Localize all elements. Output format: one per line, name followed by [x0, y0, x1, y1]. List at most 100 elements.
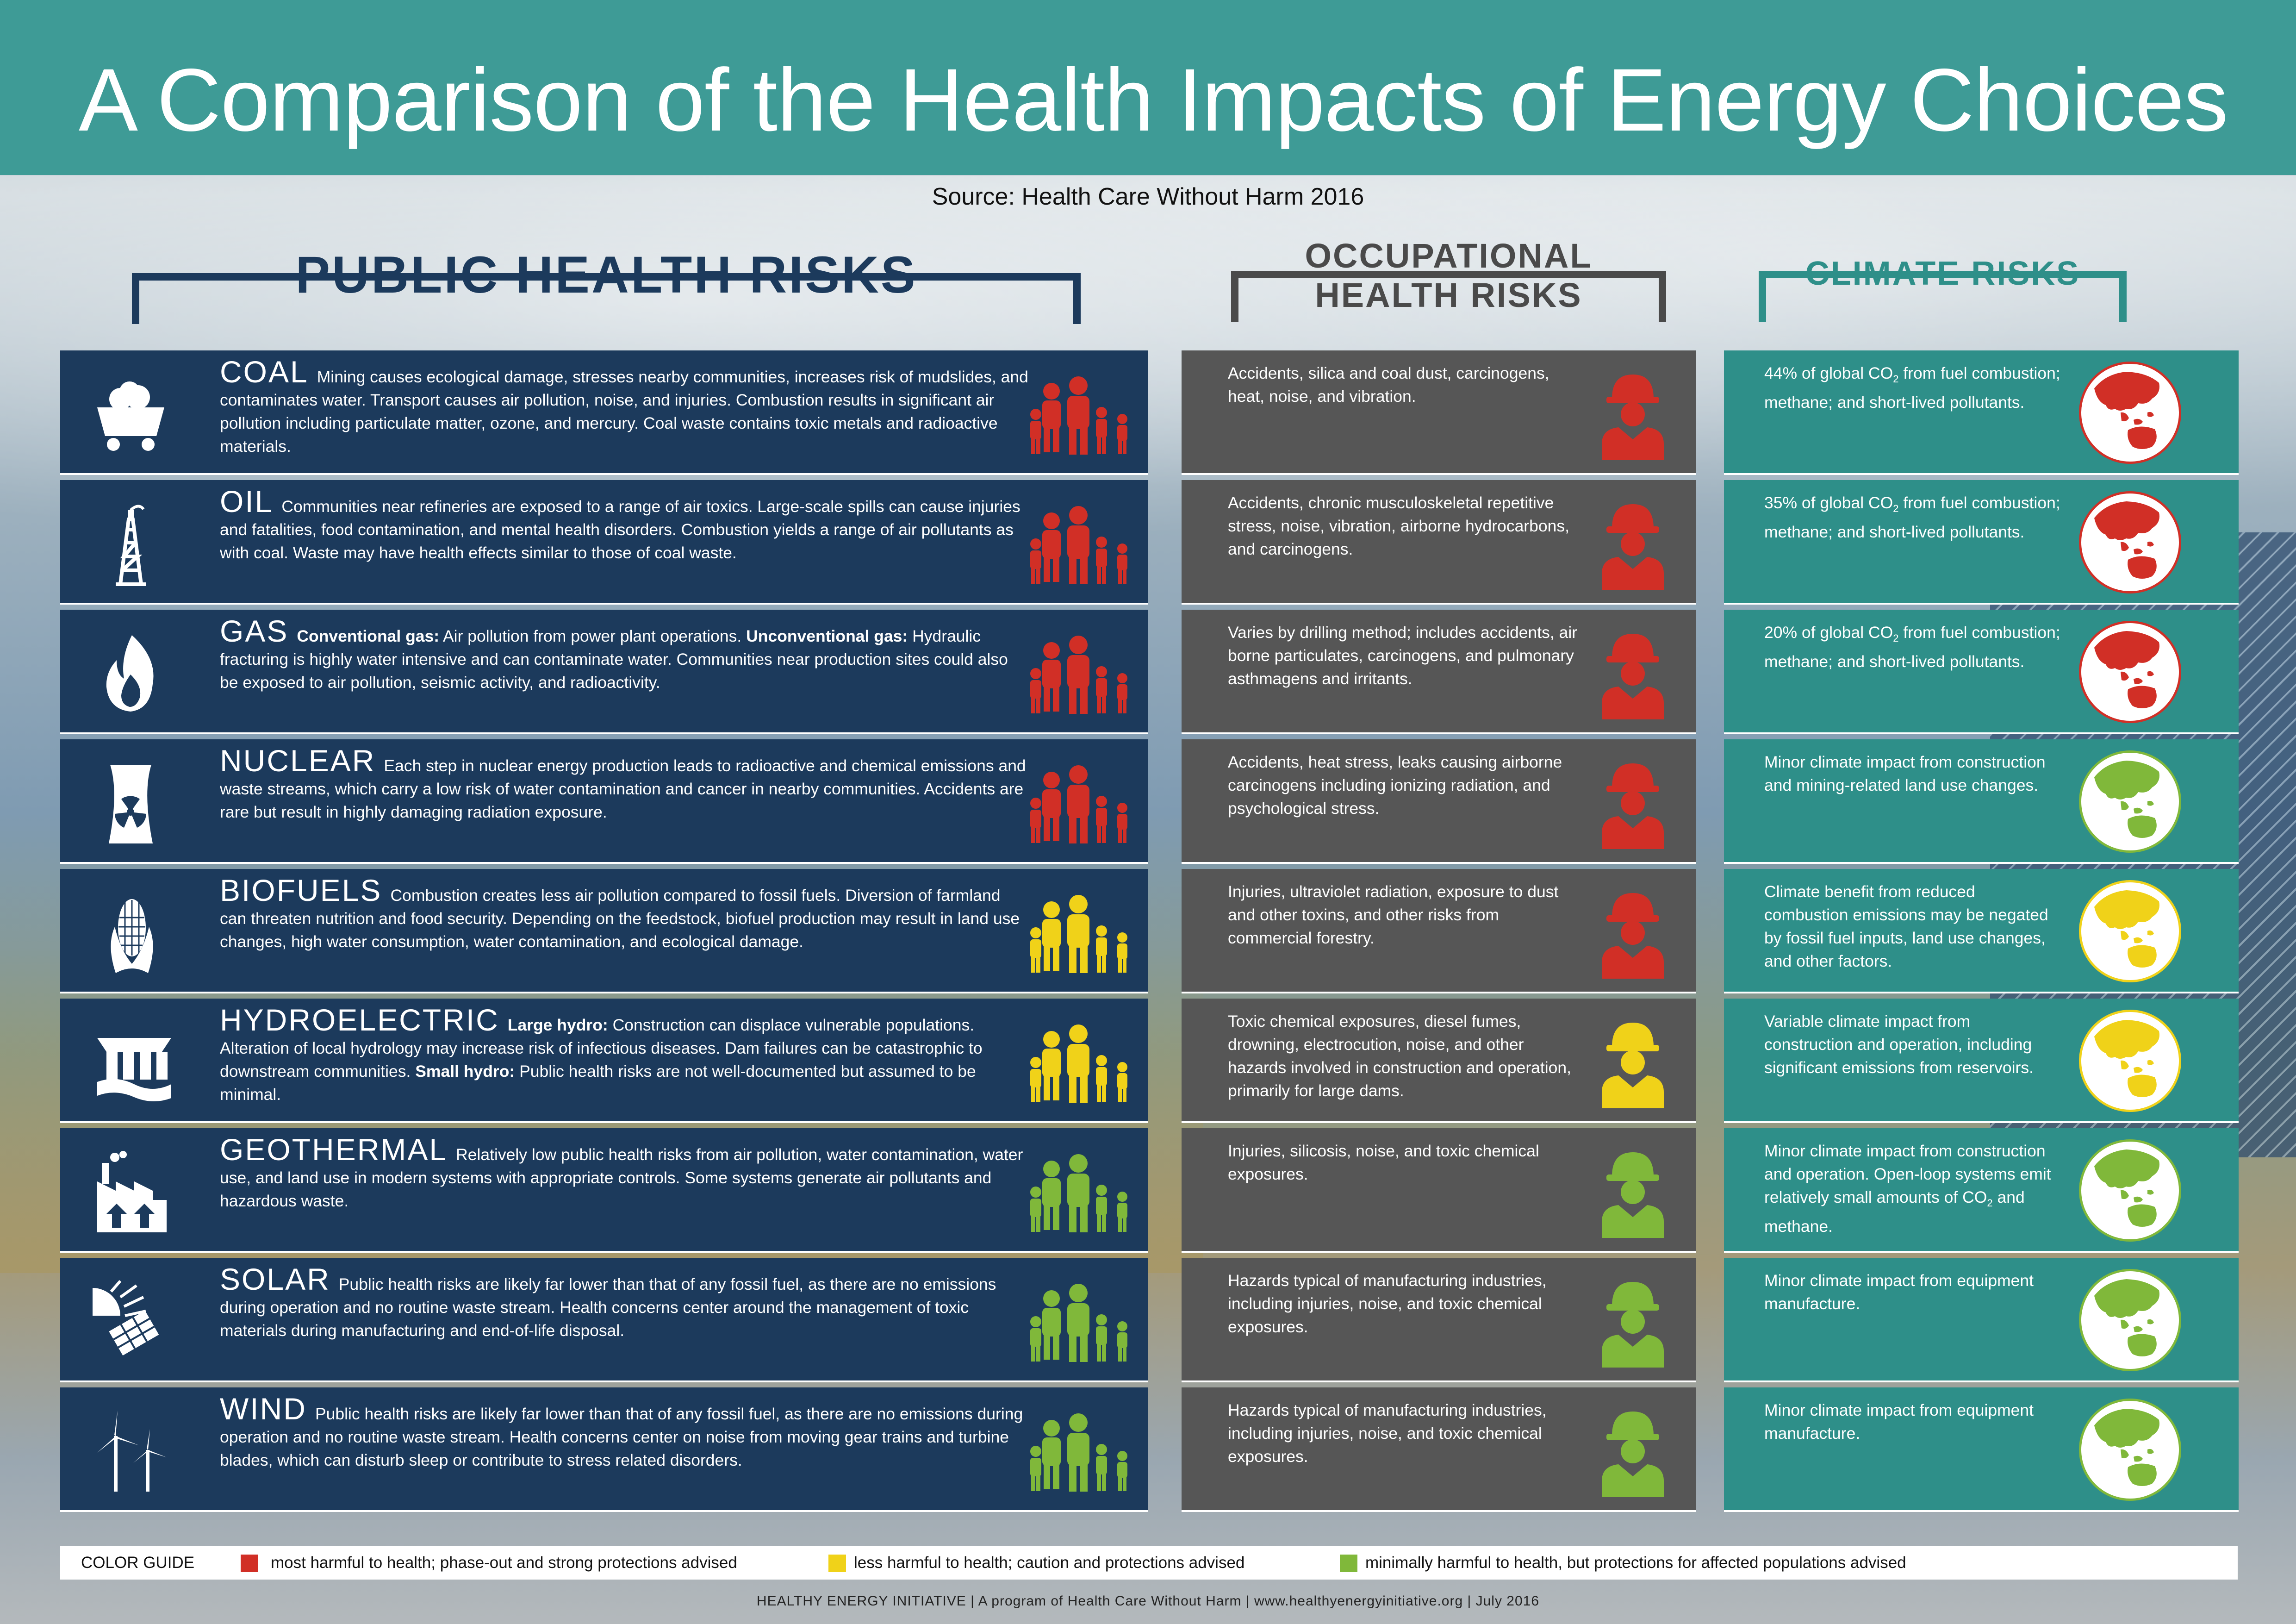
occupational-risk-text: Hazards typical of manufacturing industr… [1228, 1401, 1547, 1466]
public-health-header: PUBLIC HEALTH RISKS [295, 246, 917, 304]
dam-icon [88, 1019, 174, 1105]
family-icon [1027, 1280, 1134, 1363]
globe-icon [2078, 1398, 2182, 1502]
public-risk-cell-nuclear: NUCLEAR Each step in nuclear energy produ… [60, 739, 1148, 864]
climate-risk-cell-gas: 20% of global CO2 from fuel combustion; … [1724, 610, 2239, 734]
geothermal-plant-icon [88, 1149, 174, 1235]
climate-risk-text: Minor climate impact from construction a… [1764, 750, 2060, 797]
page-title: A Comparison of the Health Impacts of En… [79, 50, 2228, 150]
public-risk-subheading: Conventional gas: [297, 627, 440, 645]
climate-risk-text: Minor climate impact from equipment manu… [1764, 1399, 2060, 1445]
public-risk-subheading: Large hydro: [507, 1016, 608, 1034]
climate-risk-text: Minor climate impact from equipment manu… [1764, 1269, 2060, 1315]
globe-icon [2078, 1268, 2182, 1372]
climate-risk-description: from fuel combustion; methane; and short… [1764, 364, 2060, 412]
energy-source-name: GAS [220, 614, 289, 648]
energy-source-name: COAL [220, 355, 309, 389]
public-risk-text: GAS Conventional gas: Air pollution from … [220, 616, 1030, 694]
family-icon [1027, 762, 1134, 845]
energy-source-name: BIOFUELS [220, 873, 382, 907]
family-icon [1027, 1410, 1134, 1493]
occupational-risk-cell-solar: Hazards typical of manufacturing industr… [1182, 1258, 1696, 1382]
public-risk-text: WIND Public health risks are likely far l… [220, 1393, 1030, 1472]
hardhat-worker-icon [1598, 370, 1668, 460]
climate-risk-cell-hydroelectric: Variable climate impact from constructio… [1724, 999, 2239, 1123]
occupational-health-header: OCCUPATIONAL HEALTH RISKS [1287, 236, 1611, 315]
climate-risk-cell-coal: 44% of global CO2 from fuel combustion; … [1724, 350, 2239, 475]
hardhat-worker-icon [1598, 1407, 1668, 1497]
public-risk-description: Relatively low public health risks from … [220, 1145, 1023, 1210]
solar-panel-icon [88, 1279, 174, 1364]
corn-icon [88, 890, 174, 975]
nuclear-cooling-tower-icon [88, 760, 174, 846]
public-risk-cell-hydroelectric: HYDROELECTRIC Large hydro: Construction c… [60, 999, 1148, 1123]
public-risk-description: Communities near refineries are exposed … [220, 497, 1020, 562]
hardhat-worker-icon [1598, 629, 1668, 719]
family-icon [1027, 502, 1134, 586]
energy-source-name: HYDROELECTRIC [220, 1003, 499, 1037]
public-risk-text: COAL Mining causes ecological damage, str… [220, 356, 1030, 458]
green-guide-text: minimally harmful to health, but protect… [1365, 1554, 1906, 1572]
energy-source-name: SOLAR [220, 1262, 330, 1296]
occupational-header-bracket [1231, 271, 1666, 322]
climate-risk-cell-biofuels: Climate benefit from reduced combustion … [1724, 869, 2239, 993]
occupational-risk-cell-biofuels: Injuries, ultraviolet radiation, exposur… [1182, 869, 1696, 993]
occupational-risk-cell-nuclear: Accidents, heat stress, leaks causing ai… [1182, 739, 1696, 864]
public-risk-cell-solar: SOLAR Public health risks are likely far … [60, 1258, 1148, 1382]
yellow-guide-text: less harmful to health; caution and prot… [854, 1554, 1245, 1572]
yellow-swatch [828, 1555, 846, 1572]
public-risk-cell-wind: WIND Public health risks are likely far l… [60, 1387, 1148, 1512]
climate-risk-text: 44% of global CO2 from fuel combustion; … [1764, 362, 2060, 414]
climate-risk-description: Minor climate impact from equipment manu… [1764, 1401, 2034, 1443]
hardhat-worker-icon [1598, 1018, 1668, 1108]
wind-turbine-icon [88, 1408, 174, 1494]
hardhat-worker-icon [1598, 759, 1668, 849]
public-risk-description: Air pollution from power plant operation… [439, 627, 747, 645]
public-risk-subheading: Unconventional gas: [746, 627, 908, 645]
occupational-risk-text: Accidents, chronic musculoskeletal repet… [1228, 493, 1569, 558]
public-header-bracket [132, 273, 1081, 324]
climate-risks-header: CLIMATE RISKS [1805, 255, 2080, 292]
globe-icon [2078, 750, 2182, 854]
public-risk-text: NUCLEAR Each step in nuclear energy produ… [220, 745, 1030, 824]
climate-risk-description: from fuel combustion; methane; and short… [1764, 493, 2060, 542]
occupational-header-line1: OCCUPATIONAL [1305, 237, 1593, 275]
occupational-header-line2: HEALTH RISKS [1315, 276, 1582, 315]
globe-icon [2078, 879, 2182, 983]
occupational-risk-cell-wind: Hazards typical of manufacturing industr… [1182, 1387, 1696, 1512]
family-icon [1027, 632, 1134, 715]
occupational-risk-text: Varies by drilling method; includes acci… [1228, 623, 1578, 688]
globe-icon [2078, 490, 2182, 594]
public-risk-text: GEOTHERMAL Relatively low public health r… [220, 1134, 1030, 1212]
climate-risk-description: Variable climate impact from constructio… [1764, 1012, 2034, 1077]
occupational-risk-text: Hazards typical of manufacturing industr… [1228, 1271, 1547, 1336]
oil-derrick-icon [88, 501, 174, 587]
source-line: Source: Health Care Without Harm 2016 [932, 183, 1364, 210]
occupational-risk-cell-gas: Varies by drilling method; includes acci… [1182, 610, 1696, 734]
public-risk-subheading: Small hydro: [415, 1062, 515, 1081]
climate-risk-description: Minor climate impact from construction a… [1764, 753, 2046, 794]
public-risk-cell-oil: OIL Communities near refineries are expos… [60, 480, 1148, 605]
co2-subscript: 2 [1893, 503, 1899, 515]
climate-risk-description: and methane. [1764, 1188, 2025, 1236]
occupational-risk-text: Accidents, heat stress, leaks causing ai… [1228, 753, 1562, 818]
climate-risk-description: 35% of global CO [1764, 493, 1893, 512]
co2-subscript: 2 [1893, 373, 1899, 385]
hardhat-worker-icon [1598, 1277, 1668, 1368]
public-risk-description: Combustion creates less air pollution co… [220, 886, 1020, 951]
hardhat-worker-icon [1598, 1148, 1668, 1238]
coal-cart-icon [88, 371, 174, 457]
climate-risk-text: 20% of global CO2 from fuel combustion; … [1764, 621, 2060, 673]
climate-risk-cell-oil: 35% of global CO2 from fuel combustion; … [1724, 480, 2239, 605]
family-icon [1027, 1150, 1134, 1234]
public-risk-description: Each step in nuclear energy production l… [220, 756, 1026, 821]
public-risk-description: Public health risks are likely far lower… [220, 1275, 996, 1340]
globe-icon [2078, 361, 2182, 465]
public-risk-description: Mining causes ecological damage, stresse… [220, 368, 1028, 456]
gas-flame-icon [88, 631, 174, 716]
red-guide-text: most harmful to health; phase-out and st… [271, 1554, 737, 1572]
climate-risk-description: from fuel combustion; methane; and short… [1764, 623, 2060, 671]
climate-risk-text: Variable climate impact from constructio… [1764, 1010, 2060, 1079]
occupational-risk-cell-geothermal: Injuries, silicosis, noise, and toxic ch… [1182, 1128, 1696, 1253]
energy-source-name: WIND [220, 1392, 307, 1426]
